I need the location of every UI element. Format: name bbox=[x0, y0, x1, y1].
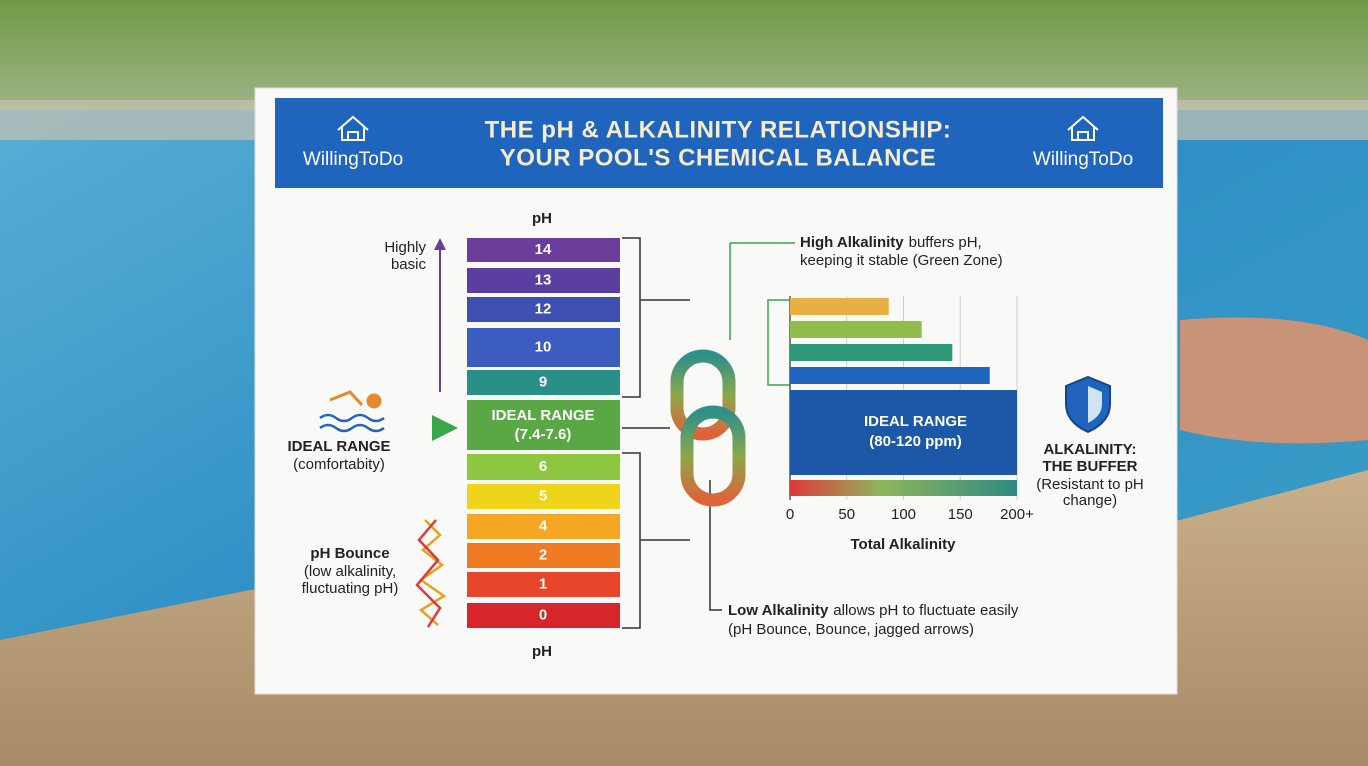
base-bar bbox=[790, 480, 1017, 496]
wave bbox=[319, 423, 385, 433]
note: Highly bbox=[384, 239, 426, 256]
ph-level-label: 5 bbox=[539, 487, 547, 504]
x-tick-label: 0 bbox=[786, 506, 794, 523]
ph-level-label: 6 bbox=[539, 458, 547, 475]
ph-level-label: 9 bbox=[539, 373, 547, 390]
ph-band bbox=[467, 603, 620, 628]
ph-band bbox=[467, 572, 620, 597]
ph-band bbox=[467, 484, 620, 509]
ph-level-label: 2 bbox=[539, 546, 547, 563]
wave bbox=[319, 413, 385, 423]
bounce-arrow bbox=[418, 519, 447, 626]
ph-band bbox=[467, 400, 620, 450]
note: Low Alkalinity allows pH to fluctuate eas… bbox=[728, 602, 1019, 619]
ph-band bbox=[467, 454, 620, 480]
note: basic bbox=[391, 256, 427, 273]
x-tick-label: 100 bbox=[891, 506, 916, 523]
brand: WillingToDo bbox=[1033, 149, 1133, 170]
note: (pH Bounce, Bounce, jagged arrows) bbox=[728, 621, 974, 638]
hand bbox=[1180, 317, 1368, 444]
buffer-title: THE BUFFER bbox=[1043, 458, 1138, 475]
bar bbox=[790, 298, 889, 315]
ideal-label: IDEAL RANGE bbox=[864, 413, 967, 430]
bar bbox=[790, 321, 922, 338]
arrow-head bbox=[434, 238, 446, 250]
note: change) bbox=[1063, 492, 1117, 509]
swimmer-icon bbox=[329, 390, 382, 409]
ph-band bbox=[467, 268, 620, 293]
note: keeping it stable (Green Zone) bbox=[800, 252, 1003, 269]
ph-label: pH bbox=[532, 210, 552, 227]
ph-band bbox=[467, 297, 620, 322]
note: (comfortabity) bbox=[293, 456, 385, 473]
note-title: pH Bounce bbox=[310, 545, 389, 562]
ph-level-label: 12 bbox=[535, 300, 552, 317]
ph-band bbox=[467, 328, 620, 367]
x-axis-title: Total Alkalinity bbox=[850, 536, 956, 553]
note: fluctuating pH) bbox=[302, 580, 399, 597]
alkalinity-chart: 0 50 100 150 200+ IDEAL RANGE (80-120 ppm) Tota… bbox=[786, 296, 1034, 553]
note: High Alkalinity buffers pH, bbox=[800, 234, 982, 251]
ph-level-label: 10 bbox=[535, 338, 552, 355]
ph-level-label: 14 bbox=[535, 241, 552, 258]
ph-level-label: (7.4-7.6) bbox=[515, 426, 572, 443]
ph-level-label: IDEAL RANGE bbox=[491, 407, 594, 424]
bounce-arrow bbox=[415, 519, 442, 628]
ideal-label: (80-120 ppm) bbox=[869, 433, 962, 450]
ph-band bbox=[467, 370, 620, 395]
buffer-title: ALKALINITY: bbox=[1043, 441, 1136, 458]
ph-band bbox=[467, 238, 620, 262]
shield-highlight bbox=[1088, 386, 1102, 423]
ph-level-label: 0 bbox=[539, 606, 547, 623]
ideal-block bbox=[790, 390, 1017, 475]
x-tick-label: 150 bbox=[948, 506, 973, 523]
ph-level-label: 13 bbox=[535, 271, 552, 288]
bar bbox=[790, 344, 953, 361]
note-title: IDEAL RANGE bbox=[287, 438, 390, 455]
header-band bbox=[275, 98, 1163, 188]
x-tick-label: 200+ bbox=[1000, 506, 1034, 523]
title: THE pH & ALKALINITY RELATIONSHIP: bbox=[485, 116, 952, 143]
ph-level-label: 4 bbox=[539, 517, 548, 534]
bar bbox=[790, 367, 990, 384]
brand: WillingToDo bbox=[303, 149, 403, 170]
logo-icon bbox=[337, 115, 1099, 141]
connector bbox=[729, 242, 795, 386]
note-text: allows pH to fluctuate easily bbox=[833, 602, 1019, 619]
note-text: buffers pH, bbox=[909, 234, 982, 251]
title: YOUR POOL'S CHEMICAL BALANCE bbox=[500, 144, 937, 171]
ph-band bbox=[467, 514, 620, 539]
note: (low alkalinity, bbox=[304, 563, 396, 580]
x-tick-label: 50 bbox=[838, 506, 855, 523]
connector bbox=[709, 480, 722, 611]
ideal-pointer bbox=[432, 415, 458, 441]
chain-icon bbox=[670, 349, 746, 507]
ph-level-label: 1 bbox=[539, 575, 547, 592]
ph-band bbox=[467, 543, 620, 568]
note: (Resistant to pH bbox=[1036, 476, 1144, 493]
note-bold: High Alkalinity bbox=[800, 234, 904, 251]
card bbox=[254, 87, 1178, 695]
ph-label: pH bbox=[532, 643, 552, 660]
note-bold: Low Alkalinity bbox=[728, 602, 829, 619]
bracket bbox=[622, 237, 690, 629]
